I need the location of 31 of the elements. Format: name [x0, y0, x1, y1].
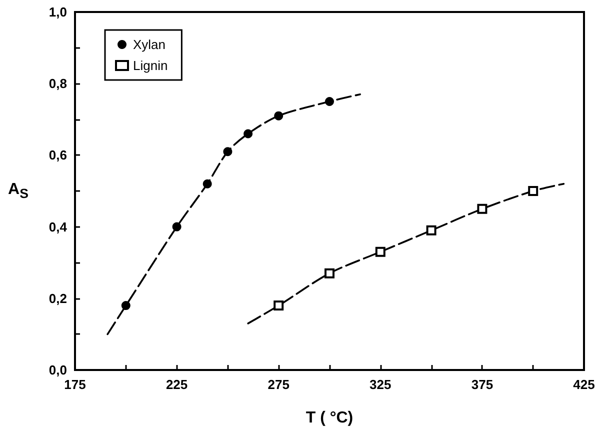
point: [274, 300, 284, 311]
point: [477, 204, 488, 214]
x-axis-title: T ( °C): [306, 410, 354, 426]
y-tick-label: 1,0: [48, 4, 67, 20]
point: [244, 129, 253, 138]
y-tick-label: 0,6: [48, 148, 67, 163]
y-tick-label: 0,8: [48, 76, 67, 92]
legend-label: Lignin: [133, 58, 168, 73]
y-axis-title: A$_{S}$: [8, 180, 28, 204]
point: [324, 268, 334, 278]
y-tick-label: 0,0: [48, 362, 67, 378]
point: [274, 111, 284, 120]
point: [426, 225, 436, 236]
point: [121, 301, 130, 310]
x-tick-label: 275: [268, 377, 290, 392]
x-tick-label: 225: [166, 377, 188, 392]
point: [325, 97, 334, 106]
point: [172, 222, 182, 232]
x-tick-label: 425: [573, 377, 595, 392]
y-tick-label: 0,4: [48, 219, 68, 234]
x-tick-label: 325: [370, 377, 392, 392]
legend-label: Xylan: [133, 37, 166, 52]
y-tick-label: 0,2: [48, 290, 67, 306]
point: [375, 246, 386, 257]
point: [202, 179, 212, 188]
x-tick-label: 375: [471, 377, 494, 392]
line-series: [247, 182, 565, 324]
point: [528, 186, 538, 196]
x-tick-label: 175: [64, 377, 86, 392]
line-series: [106, 93, 361, 336]
point: [223, 147, 232, 156]
